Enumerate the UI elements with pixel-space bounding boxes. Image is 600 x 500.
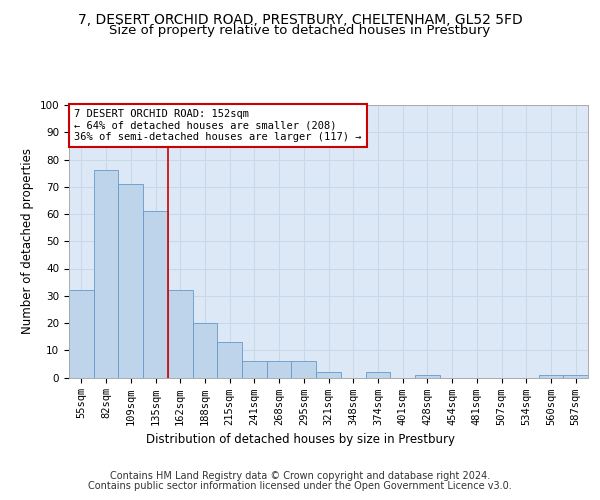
Bar xyxy=(168,290,193,378)
Text: Size of property relative to detached houses in Prestbury: Size of property relative to detached ho… xyxy=(109,24,491,37)
Bar xyxy=(94,170,118,378)
Text: Contains HM Land Registry data © Crown copyright and database right 2024.: Contains HM Land Registry data © Crown c… xyxy=(110,471,490,481)
Bar xyxy=(539,375,563,378)
Y-axis label: Number of detached properties: Number of detached properties xyxy=(21,148,34,334)
Bar xyxy=(267,361,292,378)
Bar xyxy=(143,212,168,378)
Bar xyxy=(118,184,143,378)
Bar xyxy=(217,342,242,378)
Bar xyxy=(292,361,316,378)
Bar xyxy=(316,372,341,378)
Text: 7 DESERT ORCHID ROAD: 152sqm
← 64% of detached houses are smaller (208)
36% of s: 7 DESERT ORCHID ROAD: 152sqm ← 64% of de… xyxy=(74,109,362,142)
Text: Contains public sector information licensed under the Open Government Licence v3: Contains public sector information licen… xyxy=(88,481,512,491)
Bar xyxy=(563,375,588,378)
Text: 7, DESERT ORCHID ROAD, PRESTBURY, CHELTENHAM, GL52 5FD: 7, DESERT ORCHID ROAD, PRESTBURY, CHELTE… xyxy=(77,12,523,26)
Bar xyxy=(69,290,94,378)
Text: Distribution of detached houses by size in Prestbury: Distribution of detached houses by size … xyxy=(146,432,455,446)
Bar xyxy=(193,323,217,378)
Bar xyxy=(242,361,267,378)
Bar xyxy=(415,375,440,378)
Bar xyxy=(365,372,390,378)
